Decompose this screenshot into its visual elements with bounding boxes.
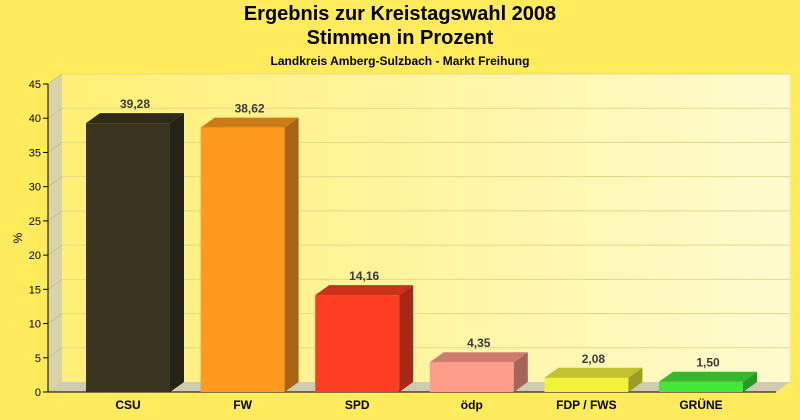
bar bbox=[659, 381, 743, 392]
bar-side bbox=[513, 352, 528, 392]
gridline-side bbox=[47, 313, 63, 324]
y-tick-label: 10 bbox=[29, 319, 41, 331]
bar bbox=[544, 377, 629, 392]
y-tick-label: 0 bbox=[35, 387, 41, 399]
bar-value-label: 38,62 bbox=[235, 102, 265, 116]
bar-top bbox=[429, 352, 528, 363]
x-tick-label: ödp bbox=[461, 398, 483, 412]
y-axis-label: % bbox=[11, 232, 25, 243]
x-tick-label: CSU bbox=[115, 398, 140, 412]
bar-value-label: 2,08 bbox=[582, 352, 606, 366]
bar-value-label: 39,28 bbox=[120, 97, 150, 111]
x-tick-label: GRÜNE bbox=[679, 397, 722, 412]
bar-top bbox=[315, 285, 414, 296]
bar bbox=[200, 127, 285, 393]
chart-title: Ergebnis zur Kreistagswahl 2008 bbox=[243, 3, 557, 25]
x-tick-label: SPD bbox=[345, 398, 370, 412]
bar-value-label: 1,50 bbox=[696, 356, 720, 370]
bar-side bbox=[170, 113, 184, 393]
gridline-side bbox=[47, 142, 63, 153]
x-tick-label: FW bbox=[233, 398, 252, 412]
chart-subtitle: Stimmen in Prozent bbox=[306, 27, 494, 49]
y-tick-label: 30 bbox=[29, 182, 41, 194]
gridline-side bbox=[47, 176, 63, 188]
y-tick-label: 35 bbox=[29, 147, 41, 159]
bar-side bbox=[399, 285, 414, 392]
y-tick-label: 5 bbox=[35, 353, 41, 365]
bar-side bbox=[743, 371, 757, 392]
bar-top bbox=[86, 113, 184, 124]
bar-top bbox=[544, 367, 643, 378]
y-tick-label: 15 bbox=[29, 284, 41, 296]
y-tick-label: 25 bbox=[29, 216, 41, 228]
gridline-side bbox=[47, 278, 63, 290]
bar-top bbox=[200, 117, 299, 128]
gridline-side bbox=[47, 210, 63, 222]
y-tick-label: 45 bbox=[29, 79, 41, 91]
bar-value-label: 4,35 bbox=[467, 336, 491, 350]
plot-side-wall bbox=[48, 74, 62, 392]
bar-top bbox=[659, 371, 757, 382]
gridline-side bbox=[47, 347, 63, 359]
chart-caption: Landkreis Amberg-Sulzbach - Markt Freihu… bbox=[270, 54, 530, 68]
gridline-side bbox=[47, 107, 63, 119]
bar bbox=[86, 123, 170, 393]
x-tick-label: FDP / FWS bbox=[556, 398, 616, 412]
bar-side bbox=[284, 117, 299, 393]
bar bbox=[429, 362, 514, 392]
gridline-side bbox=[47, 73, 63, 85]
y-tick-label: 40 bbox=[29, 113, 41, 125]
y-tick-label: 20 bbox=[29, 250, 41, 262]
gridline-side bbox=[47, 244, 63, 256]
bar-value-label: 14,16 bbox=[349, 269, 379, 283]
bar-side bbox=[628, 367, 643, 392]
bar bbox=[315, 295, 400, 392]
